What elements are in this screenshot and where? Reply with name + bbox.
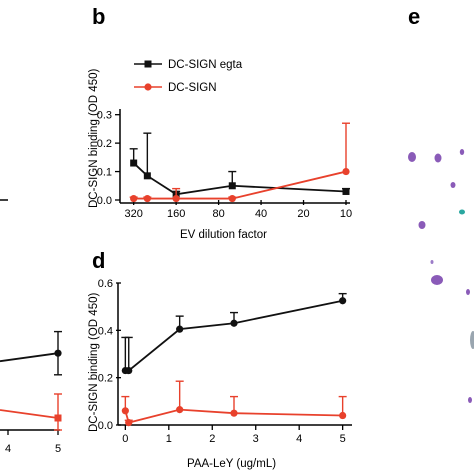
teal-cell-dot [470, 331, 474, 349]
data-point-black [176, 325, 184, 333]
data-point-dc-sign [172, 194, 180, 203]
x-tick-label: 5 [340, 433, 346, 445]
x-tick-label: 3 [253, 433, 259, 445]
x-tick-label: 20 [297, 208, 309, 220]
x-tick-label: 10 [340, 208, 352, 220]
purple-cell-dot [468, 397, 472, 403]
panel-letter-e: e [408, 4, 420, 29]
x-tick-label: 2 [209, 433, 215, 445]
legend-marker-dc-sign-egta [144, 60, 152, 68]
data-point-red [176, 406, 184, 414]
x-tick-label: 4 [5, 443, 11, 455]
data-point-c-black [54, 349, 62, 357]
chart-panel-b: DC-SIGN binding (OD 450) EV dilution fac… [88, 59, 352, 241]
x-tick-label: 1 [166, 433, 172, 445]
series-line-c-red [0, 409, 59, 419]
x-tick-label: 40 [255, 208, 267, 220]
purple-cell-dot [450, 182, 456, 188]
legend-label-dc-sign: DC-SIGN [168, 82, 217, 94]
y-tick-label: 0.2 [98, 373, 113, 385]
data-point-black [230, 319, 238, 327]
x-tick-label: 80 [212, 208, 224, 220]
x-tick-label: 4 [296, 433, 302, 445]
data-point-dc-sign [143, 194, 151, 203]
purple-cell-dot [466, 289, 470, 295]
y-tick-label: 0.2 [97, 138, 112, 150]
series-line-dc-sign [133, 170, 347, 200]
y-tick-label: 0.3 [97, 110, 112, 122]
panel-letter-d: d [92, 248, 105, 273]
teal-cell-dot [459, 209, 465, 215]
data-point-dc-sign [130, 194, 138, 203]
data-point-red [125, 419, 133, 427]
x-tick-label: 320 [124, 208, 142, 220]
legend-marker-dc-sign [144, 83, 152, 91]
panel-d-y-axis-label: DC-SIGN binding (OD 450) [88, 293, 100, 432]
data-point-dc-sign-egta [228, 182, 236, 190]
y-tick-label: 0.4 [98, 325, 113, 337]
panel-letter-b: b [92, 4, 105, 29]
data-point-dc-sign-egta [130, 159, 138, 167]
purple-cell-dot [459, 149, 465, 155]
data-point-dc-sign-egta [143, 172, 151, 180]
y-tick-label: 0.6 [98, 278, 113, 290]
chart-panel-d: DC-SIGN binding (OD 450) PAA-LeY (ug/mL)… [88, 278, 352, 470]
series-line-black [125, 299, 343, 372]
data-point-black [339, 297, 347, 305]
series-line-c-black [0, 352, 59, 363]
x-tick-label: 160 [167, 208, 185, 220]
data-point-red [230, 409, 238, 417]
legend-label-dc-sign-egta: DC-SIGN egta [168, 59, 243, 71]
panel-b-legend: DC-SIGN egta DC-SIGN [134, 59, 243, 94]
data-point-c-red [54, 414, 62, 422]
data-point-dc-sign-egta [342, 187, 350, 195]
data-point-red [339, 411, 347, 420]
y-tick-label: 0.1 [97, 167, 112, 179]
purple-cell-dot [434, 153, 442, 163]
data-point-red [121, 407, 129, 415]
panel-d-x-axis-label: PAA-LeY (ug/mL) [187, 458, 276, 470]
data-point-black [125, 366, 133, 375]
purple-cell-dot [430, 260, 434, 264]
microscopy-panel-e [408, 149, 474, 403]
purple-cell-dot [418, 221, 426, 229]
y-tick-label: 0.0 [98, 420, 113, 432]
data-point-dc-sign [228, 194, 236, 203]
y-tick-label: 0.0 [97, 195, 112, 207]
purple-cell-dot [408, 152, 416, 162]
x-tick-label: 5 [55, 443, 61, 455]
purple-cell-dot [431, 275, 443, 285]
panel-b-x-axis-label: EV dilution factor [180, 229, 267, 241]
data-point-dc-sign [342, 167, 350, 176]
x-tick-label: 0 [122, 433, 128, 445]
panel-b-y-axis-label: DC-SIGN binding (OD 450) [88, 69, 100, 208]
